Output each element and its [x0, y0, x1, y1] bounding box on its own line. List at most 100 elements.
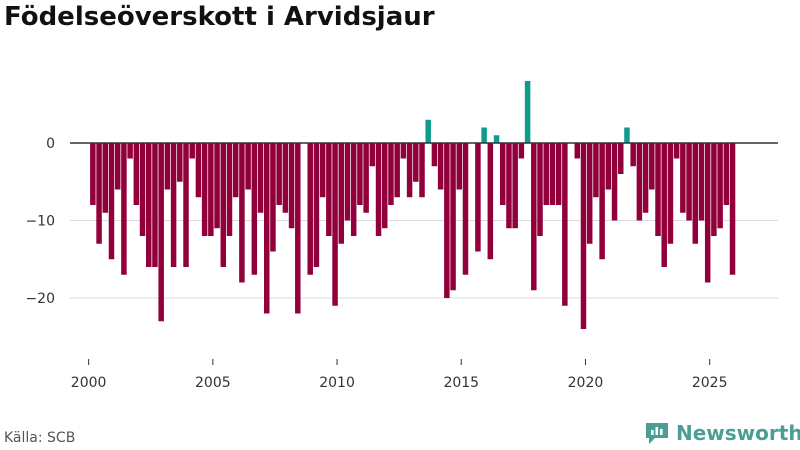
- bar-chart: 0 −10 −20 2000 2005 2010 2015 2020 2025: [25, 81, 778, 391]
- bar: [319, 143, 326, 198]
- bar: [295, 143, 301, 314]
- bar: [183, 143, 189, 267]
- bar: [270, 143, 276, 252]
- bar: [146, 143, 152, 267]
- source-note: Källa: SCB: [4, 430, 76, 446]
- bars: [90, 81, 736, 329]
- bar: [673, 143, 680, 159]
- bar: [338, 143, 345, 244]
- bar: [164, 143, 171, 190]
- bar: [661, 143, 667, 267]
- bar: [574, 143, 581, 159]
- bar: [264, 143, 270, 314]
- x-tick-label: 2025: [692, 375, 728, 391]
- bar: [518, 143, 525, 159]
- bar: [375, 143, 382, 236]
- bar: [326, 143, 332, 236]
- x-tick-label: 2015: [443, 375, 479, 391]
- bar: [444, 143, 450, 298]
- bar: [394, 143, 400, 198]
- bar: [655, 143, 661, 236]
- bar: [114, 143, 121, 190]
- bar: [630, 143, 636, 167]
- bar: [96, 143, 102, 244]
- bar: [450, 143, 456, 291]
- bar: [611, 143, 618, 221]
- bar: [313, 143, 320, 267]
- bar: [711, 143, 717, 236]
- bar: [649, 143, 655, 190]
- bar: [108, 143, 115, 260]
- bar: [158, 143, 164, 322]
- bar: [245, 143, 251, 190]
- bar: [636, 143, 643, 221]
- bar: [580, 143, 587, 329]
- bar: [307, 143, 313, 275]
- bar: [382, 143, 388, 229]
- bar: [413, 143, 419, 182]
- bar: [226, 143, 233, 236]
- bar: [251, 143, 258, 275]
- bar: [133, 143, 140, 205]
- bar: [680, 143, 686, 213]
- bar: [642, 143, 649, 213]
- bar: [257, 143, 264, 213]
- bar: [400, 143, 407, 159]
- bar: [667, 143, 674, 244]
- bar: [357, 143, 363, 205]
- bar: [350, 143, 357, 236]
- bar: [723, 143, 730, 205]
- bar: [239, 143, 245, 283]
- bar: [437, 143, 444, 190]
- bar: [686, 143, 692, 221]
- bar: [90, 143, 96, 205]
- bar: [481, 127, 487, 143]
- y-tick-label: 0: [46, 136, 55, 152]
- bar: [369, 143, 376, 167]
- bar: [139, 143, 146, 236]
- bar: [344, 143, 351, 221]
- bar: [276, 143, 282, 205]
- bar: [332, 143, 338, 306]
- bar: [493, 135, 500, 143]
- x-tick-label: 2000: [71, 375, 107, 391]
- bar: [152, 143, 158, 267]
- bar: [543, 143, 549, 205]
- bar: [288, 143, 295, 229]
- bar: [531, 143, 537, 291]
- bar: [456, 143, 463, 190]
- bar: [201, 143, 208, 236]
- bar: [692, 143, 699, 244]
- bar: [500, 143, 506, 205]
- bar: [487, 143, 494, 260]
- bar: [208, 143, 214, 236]
- bar: [419, 143, 425, 198]
- bar: [506, 143, 512, 229]
- bar: [282, 143, 289, 213]
- bar: [214, 143, 220, 229]
- bar: [220, 143, 227, 267]
- bar: [698, 143, 705, 221]
- bar: [555, 143, 562, 205]
- bar: [431, 143, 438, 167]
- bar: [704, 143, 711, 283]
- bar: [121, 143, 127, 275]
- bar: [189, 143, 195, 159]
- bar: [425, 119, 431, 143]
- bar: [512, 143, 518, 229]
- x-tick-label: 2010: [319, 375, 355, 391]
- x-tick-label: 2005: [195, 375, 231, 391]
- bar: [599, 143, 605, 260]
- bar: [232, 143, 239, 198]
- bar: [586, 143, 593, 244]
- x-tick-label: 2020: [568, 375, 604, 391]
- bar: [462, 143, 469, 275]
- newsworthy-logo-icon: [646, 423, 668, 444]
- bar: [717, 143, 723, 229]
- bar: [618, 143, 624, 174]
- bar: [624, 127, 630, 143]
- bar: [605, 143, 612, 190]
- bar: [195, 143, 202, 198]
- axes: 0 −10 −20 2000 2005 2010 2015 2020 2025: [25, 136, 778, 391]
- brand-logo: Newsworthy: [644, 420, 800, 446]
